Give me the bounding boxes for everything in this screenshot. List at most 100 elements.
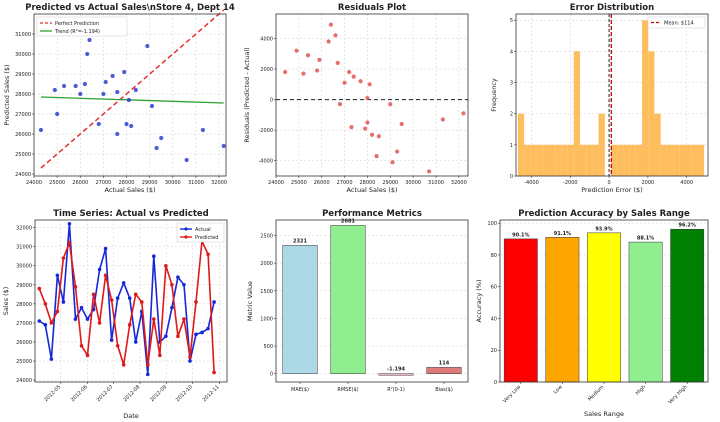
data-point bbox=[52, 87, 57, 93]
residual-point bbox=[376, 134, 381, 139]
series-point-predicted bbox=[91, 292, 96, 297]
legend-marker bbox=[184, 235, 188, 239]
legend-marker bbox=[184, 227, 188, 231]
series-point-actual bbox=[200, 330, 204, 335]
series-point-actual bbox=[43, 323, 48, 327]
residual-point bbox=[374, 154, 379, 159]
x-axis-label: Actual Sales ($) bbox=[346, 186, 397, 194]
series-point-predicted bbox=[176, 334, 180, 339]
x-tick-label: 2012-09 bbox=[149, 384, 168, 403]
x-tick-label: -4000 bbox=[524, 180, 539, 186]
x-tick-label: 2012-08 bbox=[122, 384, 141, 403]
series-point-predicted bbox=[139, 300, 144, 304]
data-point bbox=[55, 111, 60, 117]
y-tick-label: 80 bbox=[491, 253, 497, 259]
histogram-bar bbox=[660, 144, 667, 176]
histogram-bar bbox=[697, 144, 705, 176]
histogram-bar bbox=[673, 144, 680, 176]
data-point bbox=[85, 51, 90, 57]
y-tick-label: 25000 bbox=[15, 152, 31, 158]
series-point-actual bbox=[133, 340, 138, 344]
accuracy-by-range-chart: 0 20 40 60 80 100 90.1% Very Low 91.1% Low 93.9% Me… bbox=[475, 209, 709, 418]
data-point bbox=[73, 83, 78, 89]
x-tick-label: 26000 bbox=[314, 180, 330, 186]
series-point-actual bbox=[182, 283, 186, 287]
residual-point bbox=[301, 71, 306, 76]
chart-title: Error Distribution bbox=[570, 3, 654, 13]
x-tick-label: Very Low bbox=[502, 384, 522, 404]
y-tick-label: 31000 bbox=[16, 245, 32, 251]
x-axis-label: Date bbox=[123, 412, 139, 420]
data-point bbox=[200, 127, 205, 133]
chart-title: Predicted vs Actual Sales\nStore 4, Dept… bbox=[25, 3, 235, 13]
data-point bbox=[38, 127, 44, 133]
series-point-predicted bbox=[121, 363, 126, 367]
y-tick-label: 0 bbox=[270, 372, 273, 378]
plot-frame bbox=[33, 13, 227, 177]
histogram-bar bbox=[567, 144, 574, 176]
series-point-actual bbox=[109, 338, 114, 342]
plot-frame bbox=[275, 13, 469, 177]
x-tick-label: Very High bbox=[667, 384, 688, 405]
data-point bbox=[110, 73, 115, 79]
data-point bbox=[124, 121, 129, 127]
x-tick-label: Bias($) bbox=[435, 387, 453, 393]
histogram-bar bbox=[536, 144, 543, 176]
histogram-bar bbox=[611, 144, 618, 176]
series-point-predicted bbox=[158, 353, 162, 358]
error-distribution-chart: -4000 -2000 0 2000 4000 0 1 2 3 4 5 Error Distribut… bbox=[490, 3, 709, 194]
series-point-actual bbox=[170, 305, 174, 310]
residual-point bbox=[315, 68, 320, 73]
histogram-bar bbox=[666, 144, 674, 176]
x-tick-label: 29000 bbox=[382, 180, 398, 186]
series-point-predicted bbox=[73, 284, 78, 289]
series-line-actual bbox=[38, 223, 215, 375]
residual-point bbox=[388, 102, 393, 107]
data-point bbox=[126, 97, 131, 103]
series-point-actual bbox=[49, 357, 54, 361]
x-tick-label: 0 bbox=[607, 180, 610, 186]
x-tick-label: 30000 bbox=[405, 180, 421, 186]
chart-title: Residuals Plot bbox=[338, 3, 406, 13]
y-tick-label: 30000 bbox=[15, 52, 31, 58]
histogram-bar bbox=[561, 144, 568, 176]
x-tick-label: MAE($) bbox=[291, 387, 309, 393]
histogram-bar bbox=[524, 144, 531, 176]
residual-point bbox=[335, 60, 340, 66]
x-tick-label: 27000 bbox=[337, 180, 353, 186]
residual-point bbox=[365, 95, 370, 101]
legend-box bbox=[647, 16, 706, 29]
series-point-predicted bbox=[212, 370, 216, 375]
x-tick-label: 29000 bbox=[142, 180, 158, 186]
series-point-predicted bbox=[67, 241, 72, 245]
legend-label-mean: Mean: $114 bbox=[664, 21, 694, 27]
x-tick-label: 32000 bbox=[211, 180, 227, 186]
metric-bar bbox=[426, 367, 462, 374]
residual-point bbox=[349, 124, 354, 130]
accuracy-bar bbox=[545, 237, 580, 383]
data-point bbox=[87, 37, 92, 43]
metric-value-label: 2681 bbox=[341, 218, 355, 224]
histogram-bar bbox=[586, 144, 593, 176]
y-tick-label: 5 bbox=[510, 18, 513, 24]
y-tick-label: 3 bbox=[510, 81, 513, 87]
y-tick-label: 1500 bbox=[260, 289, 273, 295]
y-tick-label: 29000 bbox=[15, 72, 31, 78]
x-tick-label: 24000 bbox=[26, 180, 42, 186]
series-point-actual bbox=[127, 296, 132, 300]
y-tick-label: 27000 bbox=[15, 112, 31, 118]
metric-bar bbox=[378, 373, 414, 376]
residuals-chart: 24000 25000 26000 27000 28000 29000 30000 31000… bbox=[243, 3, 469, 194]
series-point-actual bbox=[212, 300, 216, 304]
accuracy-bar bbox=[670, 228, 705, 383]
series-point-actual bbox=[37, 319, 42, 323]
histogram-bar bbox=[685, 144, 692, 176]
data-point bbox=[115, 89, 120, 95]
x-tick-label: 25000 bbox=[291, 180, 307, 186]
data-point bbox=[61, 83, 67, 89]
data-point bbox=[78, 91, 83, 97]
y-tick-label: 26000 bbox=[16, 340, 32, 346]
histogram-bar bbox=[679, 144, 686, 176]
accuracy-bar bbox=[503, 238, 538, 383]
series-point-predicted bbox=[61, 256, 66, 260]
